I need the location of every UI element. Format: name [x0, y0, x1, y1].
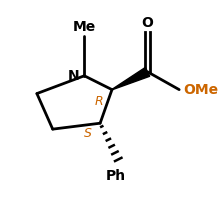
Text: R: R	[95, 95, 103, 108]
Text: N: N	[68, 69, 79, 83]
Polygon shape	[112, 67, 150, 90]
Text: Me: Me	[73, 20, 96, 34]
Text: O: O	[142, 16, 153, 30]
Text: Ph: Ph	[106, 169, 126, 183]
Text: OMe: OMe	[183, 83, 218, 97]
Text: S: S	[84, 127, 92, 139]
